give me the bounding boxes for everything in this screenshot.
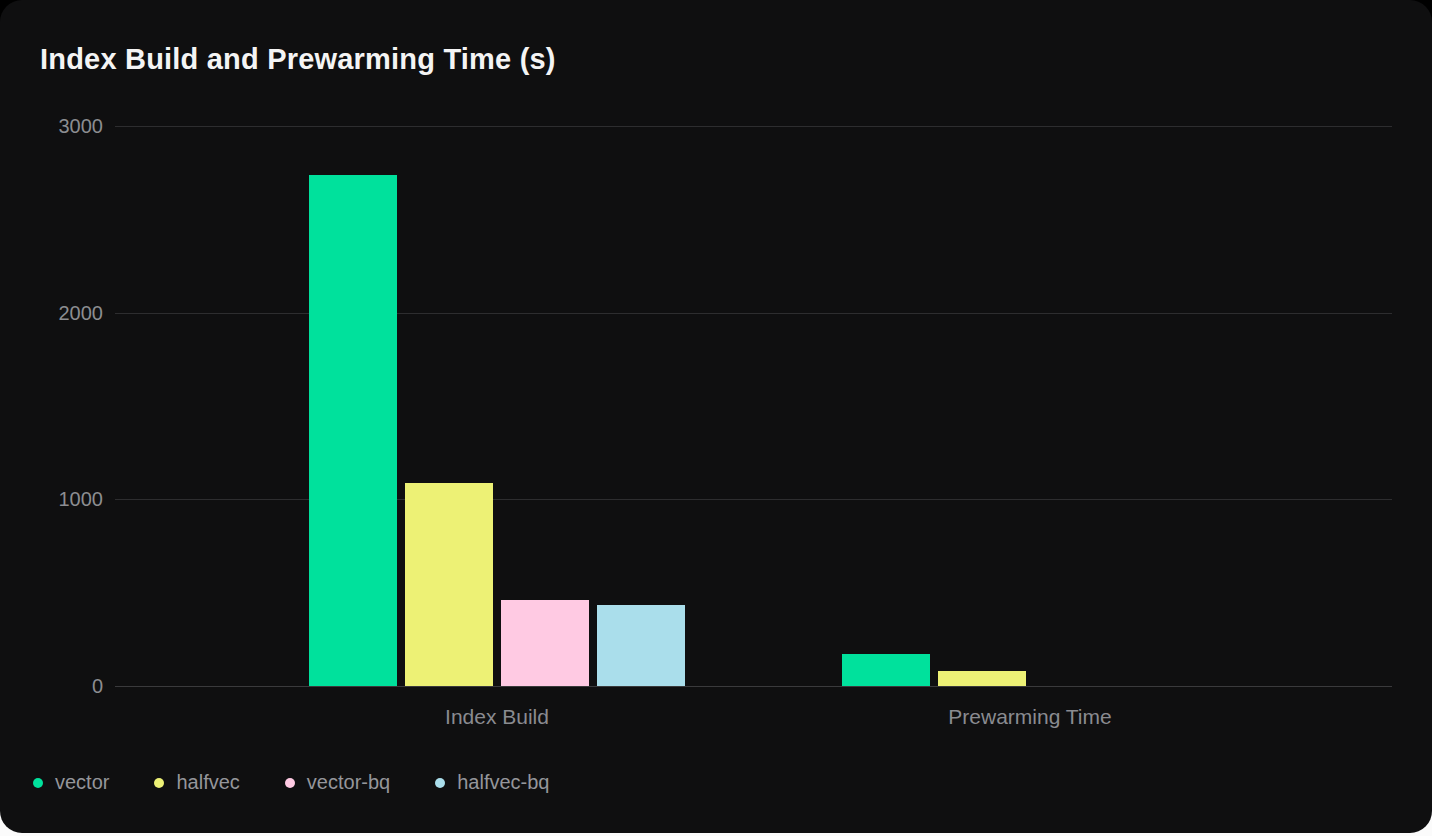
legend-item-vector-bq[interactable]: vector-bq [285, 771, 390, 794]
chart-area: 0 1000 2000 3000 Index Build Prewarming Time [0, 0, 1432, 760]
legend-label: halfvec-bq [457, 771, 549, 794]
x-category-label: Prewarming Time [870, 704, 1190, 730]
bar-vector-index-build[interactable] [309, 175, 397, 686]
bar-halfvec-index-build[interactable] [405, 483, 493, 686]
legend-item-halfvec[interactable]: halfvec [154, 771, 239, 794]
screen: Index Build and Prewarming Time (s) 0100… [0, 0, 1432, 836]
legend-dot-icon [33, 778, 43, 788]
legend-item-halfvec-bq[interactable]: halfvec-bq [435, 771, 549, 794]
bar-halfvec-prewarming-time[interactable] [938, 671, 1026, 686]
y-tick-label: 2000 [18, 301, 103, 325]
gridline [115, 313, 1392, 314]
chart-card: Index Build and Prewarming Time (s) 0100… [0, 0, 1432, 833]
legend-label: halfvec [176, 771, 239, 794]
y-tick-label: 1000 [18, 487, 103, 511]
chart-legend: vector halfvec vector-bq halfvec-bq [33, 771, 550, 794]
legend-label: vector-bq [307, 771, 390, 794]
bar-vector-prewarming-time[interactable] [842, 654, 930, 686]
y-tick-label: 3000 [18, 114, 103, 138]
x-category-label: Index Build [337, 704, 657, 730]
gridline [115, 499, 1392, 500]
legend-item-vector[interactable]: vector [33, 771, 109, 794]
gridline [115, 126, 1392, 127]
bar-halfvec-bq-index-build[interactable] [597, 605, 685, 686]
legend-dot-icon [435, 778, 445, 788]
y-tick-label: 0 [18, 674, 103, 698]
legend-dot-icon [285, 778, 295, 788]
legend-dot-icon [154, 778, 164, 788]
legend-label: vector [55, 771, 109, 794]
bar-vector-bq-index-build[interactable] [501, 600, 589, 686]
gridline [115, 686, 1392, 687]
